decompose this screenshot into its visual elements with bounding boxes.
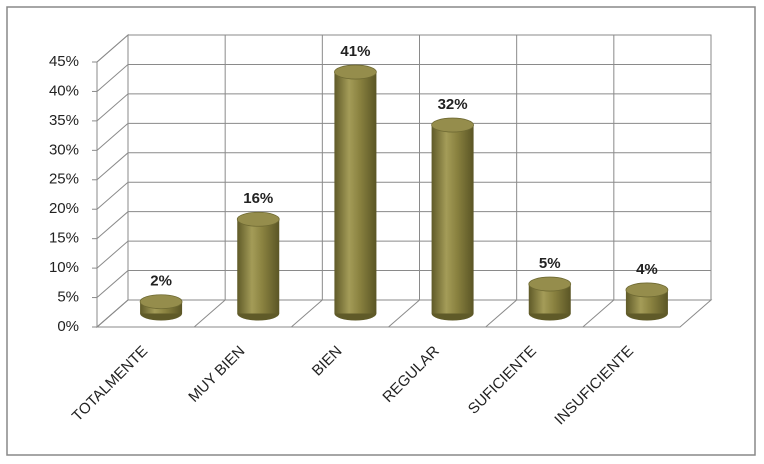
y-tick-label: 0% xyxy=(57,318,79,335)
grid-line xyxy=(96,240,129,269)
chart-frame xyxy=(6,6,756,456)
grid-line xyxy=(96,270,129,298)
floor-divider xyxy=(388,299,420,328)
floor-divider xyxy=(485,299,517,328)
y-tick-label: 20% xyxy=(49,200,79,217)
bar-top xyxy=(139,294,183,310)
value-label: 16% xyxy=(243,190,273,207)
y-tick-label: 35% xyxy=(49,112,79,129)
value-label: 5% xyxy=(539,255,561,272)
grid-line xyxy=(96,64,129,92)
grid-line xyxy=(96,211,129,240)
grid-line xyxy=(96,122,129,151)
bar-top xyxy=(236,211,280,227)
bar xyxy=(431,125,474,314)
y-tick-label: 40% xyxy=(49,82,79,99)
grid-line xyxy=(96,93,129,122)
value-label: 41% xyxy=(340,43,370,60)
y-tick-label: 5% xyxy=(57,289,79,306)
floor-divider xyxy=(582,299,615,328)
value-label: 4% xyxy=(636,261,658,278)
y-tick-label: 30% xyxy=(49,141,79,158)
bar-top xyxy=(625,282,669,298)
y-tick-label: 10% xyxy=(49,259,79,276)
bar-top xyxy=(334,64,377,80)
bar-top xyxy=(528,276,572,292)
floor-divider xyxy=(193,299,226,328)
bar xyxy=(334,72,377,314)
grid-line xyxy=(96,34,129,63)
bar xyxy=(237,219,280,314)
y-tick-label: 15% xyxy=(49,230,79,247)
grid-line xyxy=(96,181,129,210)
value-label: 2% xyxy=(150,273,172,290)
bar-top xyxy=(431,117,474,133)
value-label: 32% xyxy=(438,96,468,113)
grid-line xyxy=(96,299,129,328)
floor-divider xyxy=(291,299,323,328)
y-tick-label: 25% xyxy=(49,171,79,188)
y-tick-label: 45% xyxy=(49,53,79,70)
grid-line xyxy=(96,152,129,181)
